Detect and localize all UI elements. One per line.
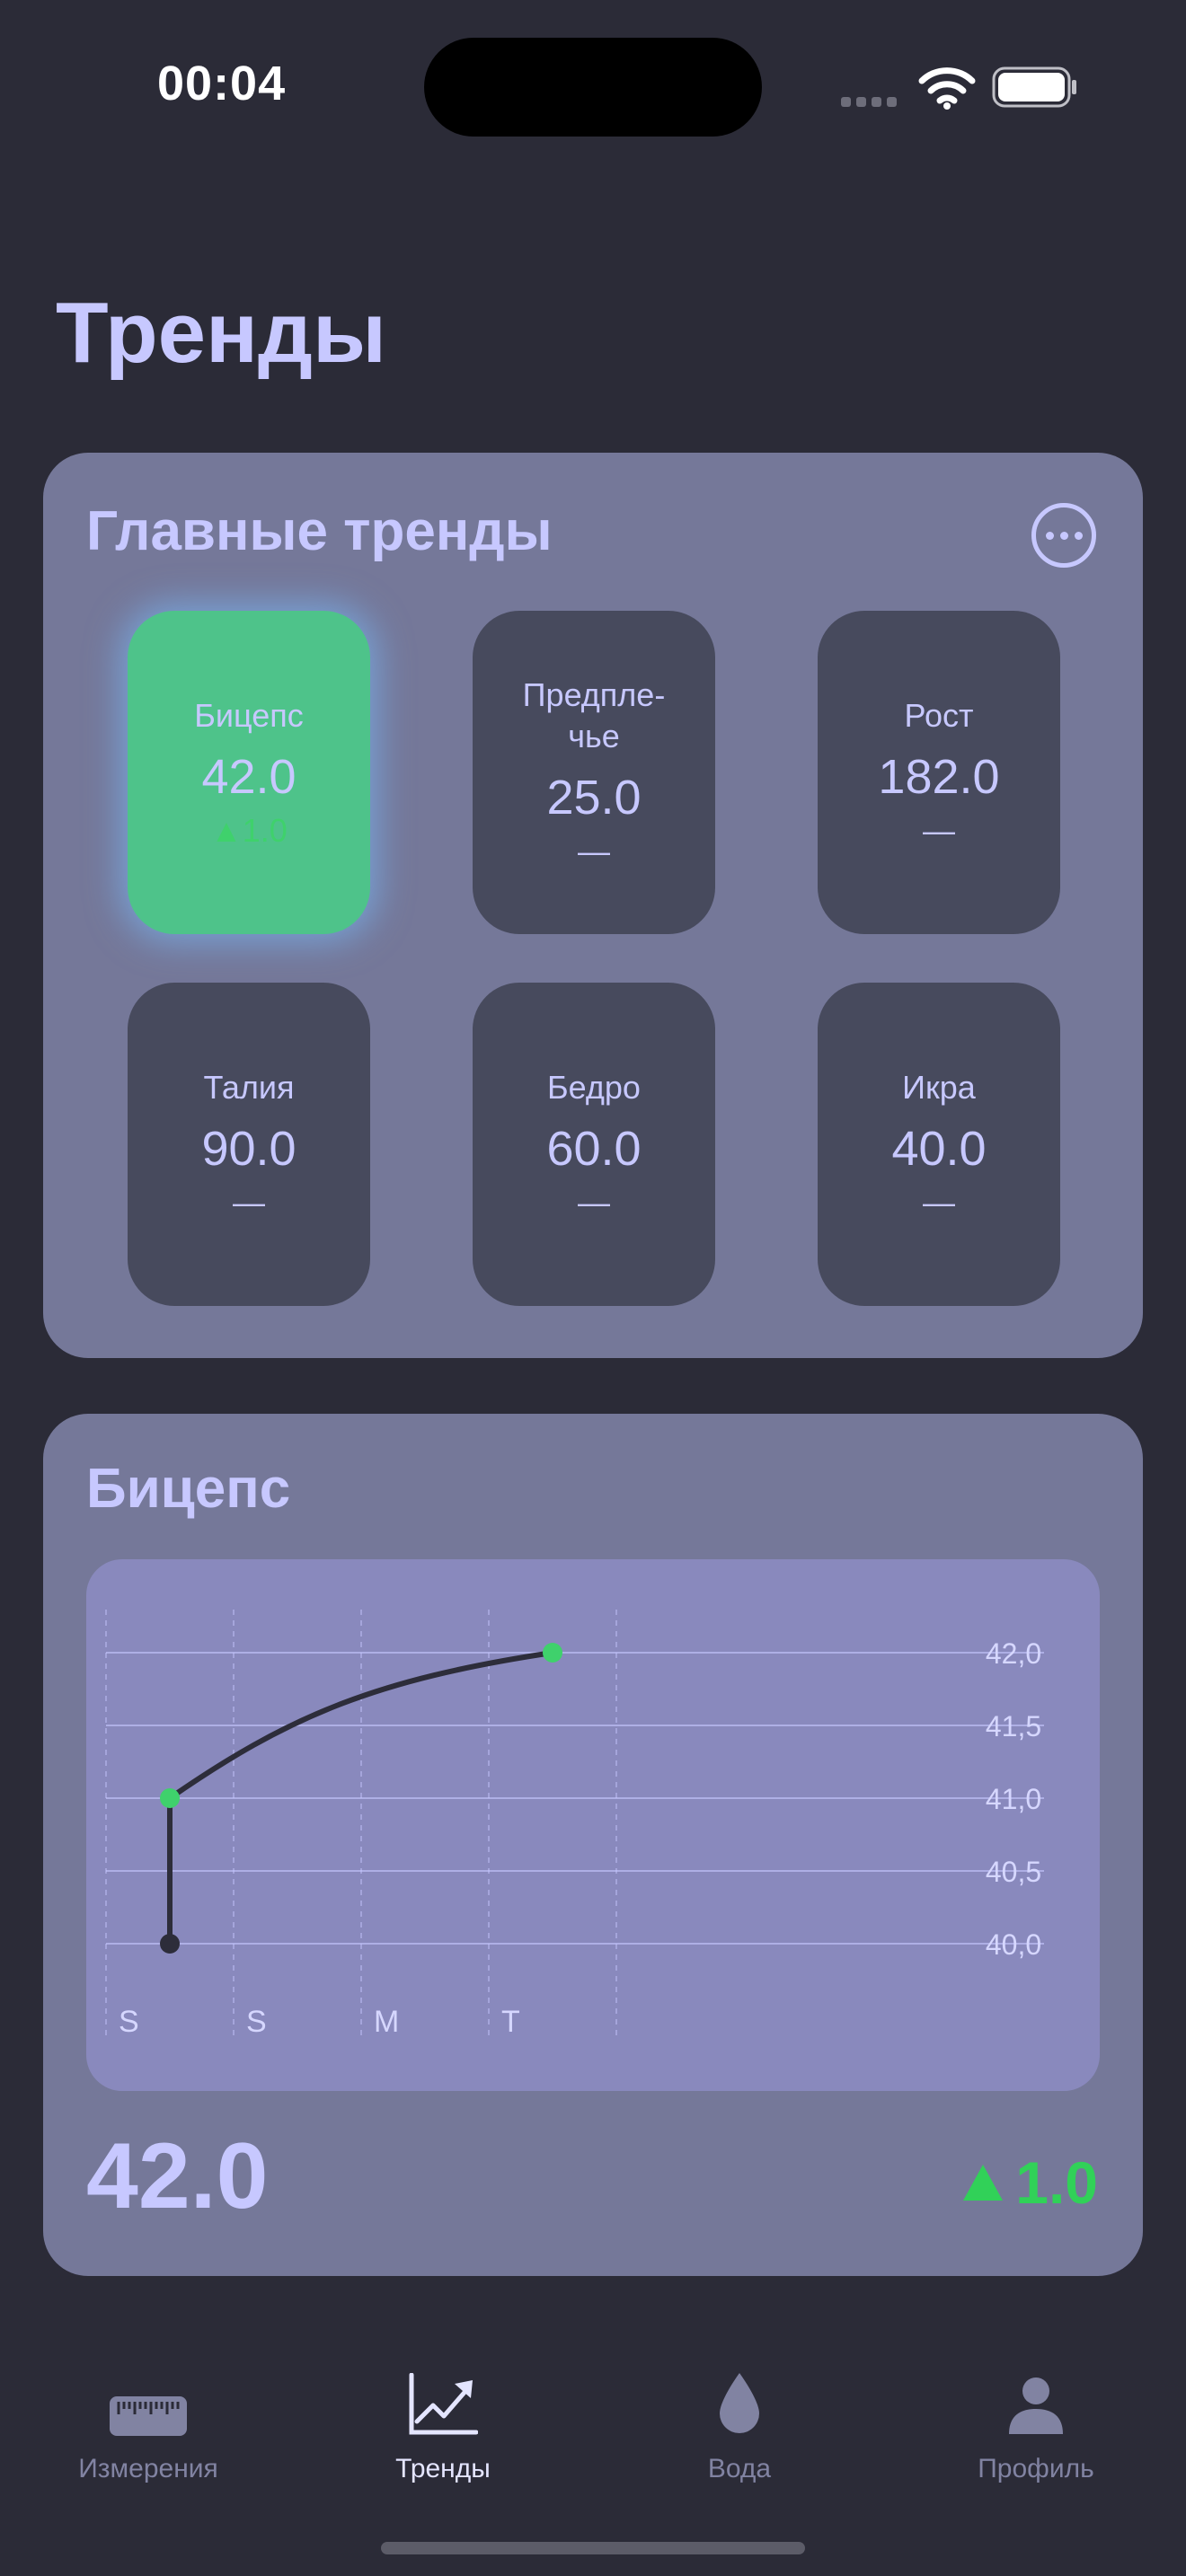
page-title: Тренды <box>56 285 386 381</box>
x-tick-label: M <box>374 2005 399 2039</box>
triangle-up-icon <box>963 2165 1004 2201</box>
tile-value: 25.0 <box>546 771 642 825</box>
data-point[interactable] <box>160 1788 180 1808</box>
tile-name: Икра <box>902 1069 976 1106</box>
ruler-icon <box>110 2396 187 2436</box>
drop-icon <box>720 2373 759 2433</box>
tile-name: Предпле-чье <box>522 676 666 754</box>
main-trends-card: Главные тренды Бицепс 42.0 ▲1.0 Предпле-… <box>43 453 1143 1358</box>
line-chart: 42,0 41,5 41,0 40,5 40,0 S S M T <box>105 1610 1044 2039</box>
battery-icon <box>992 66 1076 108</box>
y-tick-label: 42,0 <box>986 1637 1041 1670</box>
dynamic-island <box>424 38 762 137</box>
tab-measurements[interactable]: Измерения <box>0 2368 296 2484</box>
person-icon <box>1009 2378 1063 2434</box>
y-tick-label: 41,0 <box>986 1783 1041 1815</box>
detail-card: Бицепс 42,0 41,5 41,0 40,5 40,0 S S M T 42.0 1.… <box>43 1414 1143 2276</box>
tile-name: Рост <box>904 697 974 734</box>
trend-tile-forearm[interactable]: Предпле-чье 25.0 — <box>473 611 715 934</box>
wifi-icon <box>918 67 976 110</box>
tile-delta: ▲1.0 <box>210 812 288 849</box>
signal-icon <box>841 95 902 111</box>
tab-water[interactable]: Вода <box>591 2368 888 2484</box>
y-tick-label: 40,5 <box>986 1856 1041 1888</box>
trend-tile-biceps[interactable]: Бицепс 42.0 ▲1.0 <box>128 611 370 934</box>
x-tick-label: S <box>119 2005 139 2039</box>
home-indicator <box>381 2542 805 2554</box>
data-point[interactable] <box>543 1643 562 1663</box>
main-trends-title: Главные тренды <box>86 500 553 562</box>
tab-trends[interactable]: Тренды <box>295 2368 591 2484</box>
tile-delta: — <box>923 812 955 849</box>
series-line <box>167 1650 555 1946</box>
trend-tile-thigh[interactable]: Бедро 60.0 — <box>473 983 715 1306</box>
tab-label: Тренды <box>395 2454 491 2483</box>
tile-delta: — <box>923 1184 955 1221</box>
data-point[interactable] <box>160 1934 180 1954</box>
more-options-button[interactable] <box>1031 503 1096 568</box>
dot-icon <box>1059 531 1068 540</box>
tile-delta: — <box>578 1184 610 1221</box>
tab-profile[interactable]: Профиль <box>888 2368 1184 2484</box>
trend-tile-height[interactable]: Рост 182.0 — <box>818 611 1060 934</box>
dot-icon <box>1074 531 1083 540</box>
tile-delta: — <box>233 1184 265 1221</box>
tile-value: 42.0 <box>201 750 296 804</box>
tile-value: 90.0 <box>201 1122 296 1176</box>
current-value: 42.0 <box>86 2124 269 2228</box>
tile-value: 182.0 <box>878 750 1000 804</box>
tile-value: 40.0 <box>891 1122 987 1176</box>
trend-tile-waist[interactable]: Талия 90.0 — <box>128 983 370 1306</box>
y-tick-label: 40,0 <box>986 1928 1041 1961</box>
y-tick-label: 41,5 <box>986 1710 1041 1742</box>
change-value: 1.0 <box>1015 2149 1098 2216</box>
tile-delta: — <box>578 833 610 869</box>
x-tick-label: T <box>501 2005 520 2039</box>
tile-name: Талия <box>203 1069 295 1106</box>
detail-title: Бицепс <box>86 1458 291 1520</box>
tab-label: Профиль <box>978 2454 1094 2483</box>
trend-tile-calf[interactable]: Икра 40.0 — <box>818 983 1060 1306</box>
change-indicator: 1.0 <box>963 2148 1098 2217</box>
tile-value: 60.0 <box>546 1122 642 1176</box>
tab-label: Измерения <box>78 2454 218 2483</box>
chart-trend-icon <box>409 2373 478 2435</box>
chart-area[interactable]: 42,0 41,5 41,0 40,5 40,0 S S M T <box>86 1559 1100 2091</box>
tab-label: Вода <box>707 2454 772 2483</box>
status-time: 00:04 <box>157 57 287 110</box>
tile-name: Бицепс <box>194 697 304 734</box>
dot-icon <box>1045 531 1054 540</box>
x-tick-label: S <box>246 2005 267 2039</box>
tile-name: Бедро <box>547 1069 641 1106</box>
